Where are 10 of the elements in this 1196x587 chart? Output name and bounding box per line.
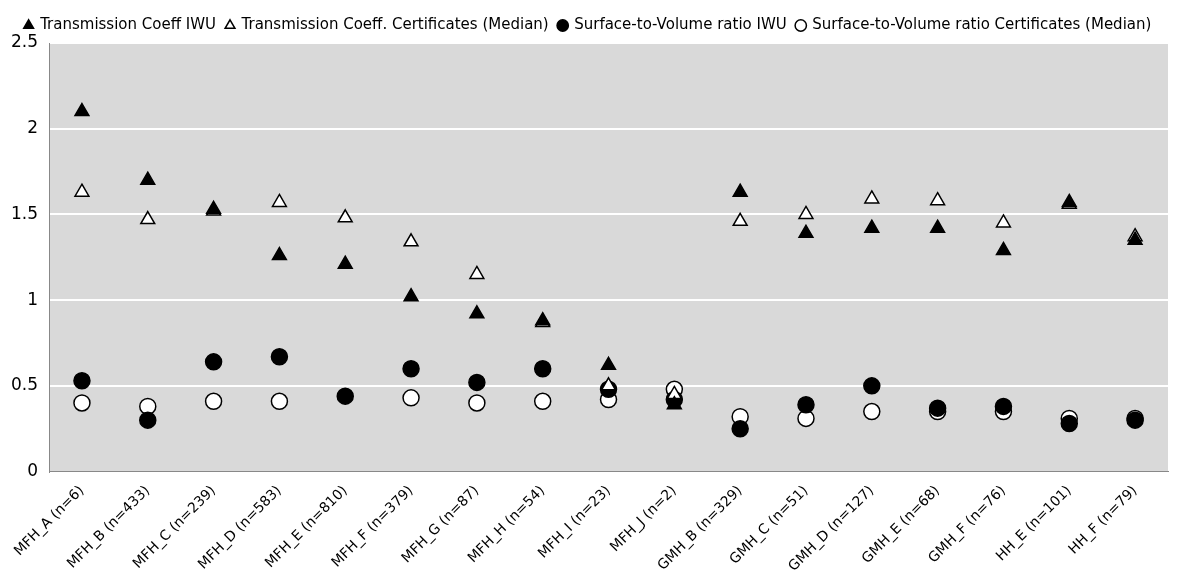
y-tick-label: 0 — [27, 459, 39, 480]
y-tick-label: 2 — [27, 117, 39, 138]
legend-label: Surface-to-Volume ratio IWU — [574, 15, 787, 34]
y-tick-label: 2.5 — [10, 31, 39, 52]
legend-label: Surface-to-Volume ratio Certificates (Median) — [812, 15, 1152, 34]
y-tick-label: 1.5 — [10, 202, 39, 223]
y-tick-label: 1 — [27, 288, 39, 309]
y-tick-label: 0.5 — [10, 374, 39, 395]
legend-label: Transmission Coeff. Certificates (Median) — [240, 15, 549, 34]
legend-label: Transmission Coeff IWU — [39, 15, 217, 34]
